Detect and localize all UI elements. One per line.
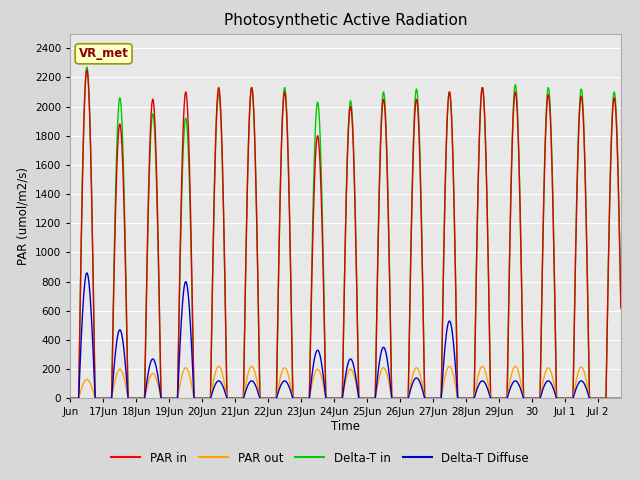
Text: VR_met: VR_met bbox=[79, 48, 129, 60]
Y-axis label: PAR (umol/m2/s): PAR (umol/m2/s) bbox=[17, 167, 29, 265]
Title: Photosynthetic Active Radiation: Photosynthetic Active Radiation bbox=[224, 13, 467, 28]
X-axis label: Time: Time bbox=[331, 420, 360, 433]
Legend: PAR in, PAR out, Delta-T in, Delta-T Diffuse: PAR in, PAR out, Delta-T in, Delta-T Dif… bbox=[106, 447, 534, 469]
